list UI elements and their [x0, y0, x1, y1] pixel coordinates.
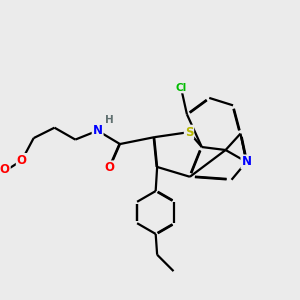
- Text: O: O: [104, 161, 115, 174]
- Text: O: O: [0, 163, 10, 176]
- Text: N: N: [93, 124, 103, 137]
- Text: O: O: [17, 154, 27, 167]
- Text: N: N: [242, 155, 251, 168]
- Text: H: H: [105, 115, 113, 125]
- Text: S: S: [185, 126, 193, 139]
- Text: Cl: Cl: [175, 82, 187, 92]
